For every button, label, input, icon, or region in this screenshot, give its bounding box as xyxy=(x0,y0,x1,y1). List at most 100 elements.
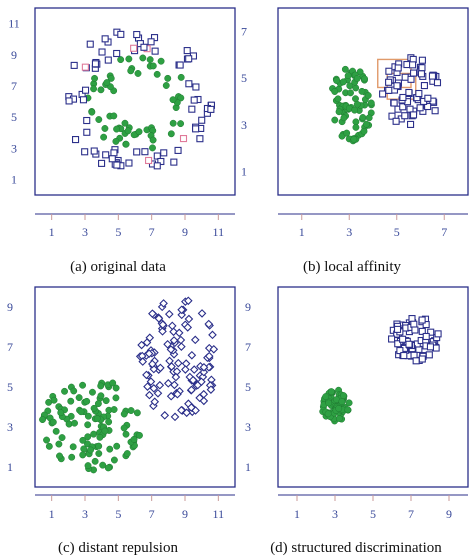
data-point-circle xyxy=(345,399,353,407)
data-point-circle xyxy=(97,382,105,390)
data-point-circle xyxy=(83,397,91,405)
data-point-circle xyxy=(101,427,109,435)
y-tick-label: 7 xyxy=(7,340,13,354)
data-point-square xyxy=(113,161,121,169)
data-point-circle xyxy=(43,436,50,444)
data-point-diamond xyxy=(156,363,165,373)
data-point-circle xyxy=(75,394,83,402)
data-point-square xyxy=(422,320,430,329)
data-point-square xyxy=(83,128,91,136)
data-point-diamond xyxy=(204,362,214,372)
data-point-circle xyxy=(344,406,352,414)
data-point-circle xyxy=(346,82,354,90)
data-point-square xyxy=(385,86,393,94)
data-point-circle xyxy=(112,137,120,145)
data-point-diamond xyxy=(144,349,154,358)
data-point-circle xyxy=(164,74,172,82)
data-point-circle xyxy=(338,398,346,406)
x-tick-label: 11 xyxy=(213,507,225,521)
data-point-square xyxy=(417,70,425,78)
data-point-circle xyxy=(177,94,185,102)
x-tick-label: 7 xyxy=(441,225,447,239)
data-point-diamond xyxy=(163,379,173,388)
data-point-square xyxy=(418,316,426,324)
data-point-circle xyxy=(122,430,130,438)
data-point-circle xyxy=(89,388,96,396)
x-tick-label: 5 xyxy=(115,225,121,239)
data-point-square xyxy=(412,357,420,365)
data-point-circle xyxy=(120,410,128,418)
caption-d: (d) structured discrimination xyxy=(270,540,442,556)
data-point-circle xyxy=(123,450,131,457)
data-point-diamond xyxy=(166,391,176,401)
y-tick-label: 5 xyxy=(245,380,251,394)
data-point-diamond xyxy=(137,340,146,350)
x-tick-label: 1 xyxy=(49,507,55,521)
data-point-circle xyxy=(125,55,133,63)
data-point-square xyxy=(147,38,155,46)
data-point-square xyxy=(140,43,148,51)
data-point-square xyxy=(136,40,144,48)
data-point-square xyxy=(151,47,159,55)
x-tick-label: 1 xyxy=(299,225,305,239)
y-tick-label: 5 xyxy=(241,71,247,85)
panel-d: 1 3 5 7 9 1 3 5 7 9 xyxy=(245,286,469,521)
data-point-diamond xyxy=(142,338,152,347)
data-point-square xyxy=(385,67,393,75)
data-point-square xyxy=(130,44,138,52)
data-point-circle xyxy=(169,96,177,104)
data-point-square xyxy=(399,93,407,102)
data-point-circle xyxy=(87,446,94,454)
data-point-circle xyxy=(117,56,125,64)
y-tick-label: 1 xyxy=(245,460,251,474)
data-point-square xyxy=(117,30,125,38)
data-point-square xyxy=(81,86,90,94)
data-point-diamond xyxy=(159,299,168,308)
data-point-circle xyxy=(91,457,99,465)
data-point-diamond xyxy=(145,390,154,400)
data-point-diamond xyxy=(181,359,191,368)
data-point-diamond xyxy=(183,323,193,332)
data-point-square xyxy=(428,72,437,80)
data-point-circle xyxy=(79,381,87,389)
data-point-circle xyxy=(110,406,118,413)
data-point-circle xyxy=(70,387,78,395)
data-point-diamond xyxy=(137,351,147,361)
data-point-circle xyxy=(146,56,154,64)
data-point-square xyxy=(176,61,184,69)
data-point-square xyxy=(125,159,133,167)
data-point-circle xyxy=(103,79,111,87)
data-point-circle xyxy=(90,85,98,93)
data-point-circle xyxy=(88,108,96,116)
data-point-square xyxy=(410,69,418,77)
data-point-circle xyxy=(61,387,68,395)
caption-b: (b) local affinity xyxy=(303,259,402,275)
data-point-diamond xyxy=(204,351,214,361)
data-point-diamond xyxy=(166,345,176,354)
data-point-square xyxy=(394,64,402,72)
data-point-diamond xyxy=(209,344,219,354)
data-point-circle xyxy=(120,424,128,432)
data-point-circle xyxy=(327,388,335,396)
data-point-diamond xyxy=(149,384,159,393)
data-point-square xyxy=(388,112,396,120)
data-point-circle xyxy=(340,114,348,122)
data-point-square xyxy=(424,94,432,102)
data-point-circle xyxy=(324,410,332,418)
y-tick-label: 5 xyxy=(7,380,13,394)
data-point-circle xyxy=(110,456,118,464)
data-point-diamond xyxy=(182,408,191,418)
data-point-circle xyxy=(105,418,113,426)
data-point-circle xyxy=(90,404,98,412)
data-point-square xyxy=(396,347,404,355)
data-point-square xyxy=(424,102,432,111)
y-tick-label: 1 xyxy=(241,165,247,179)
caption-c: (c) distant repulsion xyxy=(58,540,178,556)
data-point-circle xyxy=(84,462,92,470)
data-point-square xyxy=(392,117,400,125)
data-point-diamond xyxy=(150,397,160,407)
data-point-circle xyxy=(333,77,341,84)
data-point-square xyxy=(153,162,161,170)
data-point-circle xyxy=(79,451,87,459)
data-point-square xyxy=(410,320,418,328)
